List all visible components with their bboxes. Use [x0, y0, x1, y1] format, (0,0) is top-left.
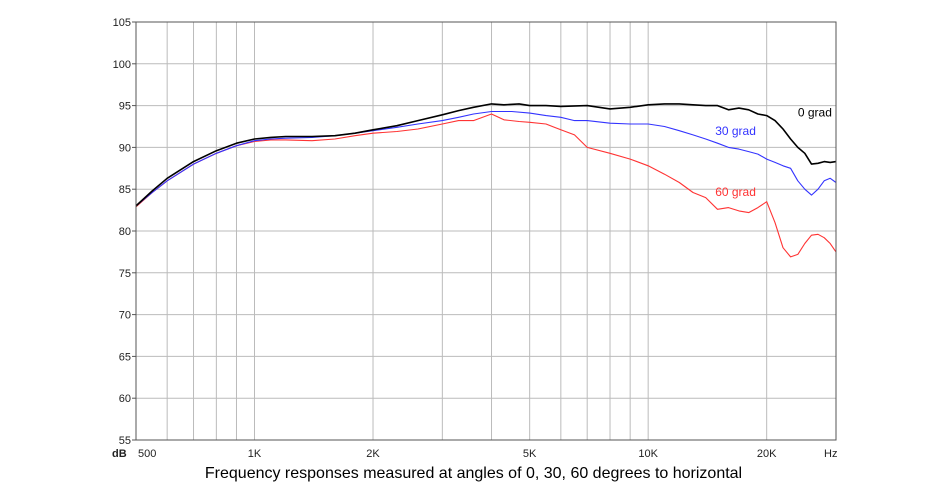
frequency-response-chart: 55 60 65 70 75 80 85 90 95 100 105 500 1K 2K 5K 10K 20K…: [112, 17, 837, 460]
y-tick-label: 75: [119, 268, 131, 280]
y-tick-label: 55: [119, 435, 131, 447]
x-tick-label: 10K: [638, 448, 658, 460]
series-line-60-grad: [135, 113, 837, 258]
y-tick-label: 70: [119, 310, 131, 322]
x-tick-label: 1K: [248, 448, 262, 460]
series-label-30-grad: 30 grad: [715, 124, 756, 138]
series-layer: [135, 103, 837, 258]
y-tick-label: 60: [119, 393, 131, 405]
series-labels: 0 grad 30 grad 60 grad: [715, 105, 832, 198]
y-axis-ticks: 55 60 65 70 75 80 85 90 95 100 105: [113, 17, 136, 447]
y-tick-label: 105: [113, 17, 131, 29]
x-axis-ticks: 500 1K 2K 5K 10K 20K: [138, 448, 777, 460]
series-line-0-grad: [135, 103, 837, 207]
x-tick-label: 500: [138, 448, 156, 460]
y-tick-label: 80: [119, 226, 131, 238]
y-axis-unit: dB: [112, 448, 127, 460]
series-line-30-grad: [135, 110, 837, 207]
x-tick-label: 20K: [757, 448, 777, 460]
y-tick-label: 85: [119, 184, 131, 196]
y-tick-label: 100: [113, 59, 131, 71]
series-label-0-grad: 0 grad: [798, 105, 832, 119]
y-tick-label: 90: [119, 142, 131, 154]
x-tick-label: 5K: [523, 448, 537, 460]
chart-caption: Frequency responses measured at angles o…: [204, 465, 743, 482]
x-tick-label: 2K: [366, 448, 380, 460]
y-tick-label: 65: [119, 351, 131, 363]
y-tick-label: 95: [119, 101, 131, 113]
series-label-60-grad: 60 grad: [715, 185, 756, 199]
x-axis-unit: Hz: [824, 448, 837, 460]
